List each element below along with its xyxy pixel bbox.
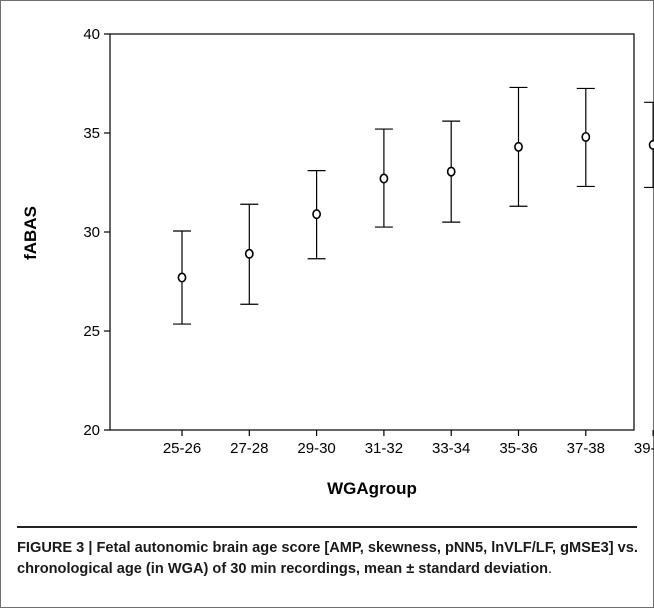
mean-marker: [244, 248, 254, 259]
x-axis-label: WGAgroup: [327, 479, 417, 498]
x-tick-label: 31-32: [365, 440, 403, 457]
errorbar-point-25-26: [173, 230, 191, 325]
mean-marker: [312, 209, 321, 220]
y-tick-label: 35: [83, 125, 100, 142]
errorbar-point-33-34: [442, 120, 461, 223]
y-axis-label: fABAS: [21, 206, 40, 260]
mean-marker: [446, 166, 456, 177]
mean-marker: [648, 139, 654, 150]
figure-caption: FIGURE 3 | Fetal autonomic brain age sco…: [17, 538, 641, 580]
x-tick-label: 27-28: [230, 440, 268, 457]
x-tick-label: 35-36: [499, 440, 537, 457]
x-tick-label: 25-26: [163, 440, 201, 457]
caption-divider: [17, 526, 637, 528]
y-tick-label: 40: [83, 26, 100, 43]
errorbar-point-31-32: [374, 128, 393, 228]
errorbar-chart: 20 25 30 35 40 25-26 27-28 29-30 31-32 33-34 35-3…: [21, 26, 654, 498]
errorbar-point-35-36: [509, 86, 528, 207]
y-axis: 20 25 30 35 40: [83, 26, 110, 439]
x-tick-label: 33-34: [432, 440, 470, 457]
plot-area: [109, 33, 635, 431]
caption-lead: FIGURE 3 | Fetal autonomic brain age sco…: [17, 540, 638, 577]
mean-marker: [379, 173, 389, 184]
y-tick-label: 20: [83, 422, 100, 439]
x-tick-label: 37-38: [567, 440, 605, 457]
y-tick-label: 30: [83, 224, 100, 241]
errorbar-point-27-28: [240, 203, 259, 305]
mean-marker: [177, 272, 187, 283]
plot-border: [109, 33, 635, 431]
y-tick-label: 25: [83, 323, 100, 340]
errorbar-point-37-38: [576, 87, 595, 188]
x-tick-label: 29-30: [297, 440, 335, 457]
errorbar-point-29-30: [307, 170, 326, 260]
mean-marker: [514, 141, 523, 152]
mean-marker: [581, 131, 591, 142]
x-axis: 25-26 27-28 29-30 31-32 33-34 35-36 37-38 39-40: [163, 430, 654, 457]
errorbar-point-39-40: [644, 101, 654, 189]
x-tick-label: 39-40: [634, 440, 654, 457]
caption-tail: .: [548, 561, 553, 577]
data-marks: [173, 86, 654, 325]
